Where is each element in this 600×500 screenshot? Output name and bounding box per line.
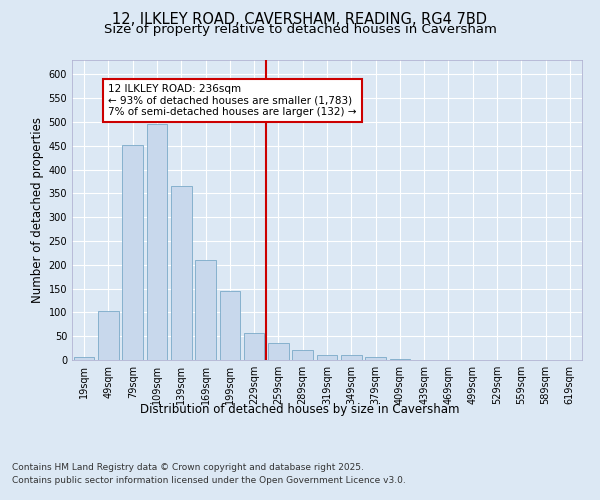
Bar	[292, 350, 313, 360]
Bar	[171, 186, 191, 360]
Text: Contains public sector information licensed under the Open Government Licence v3: Contains public sector information licen…	[12, 476, 406, 485]
Bar	[317, 355, 337, 360]
Text: Distribution of detached houses by size in Caversham: Distribution of detached houses by size …	[140, 402, 460, 415]
Bar	[220, 291, 240, 360]
Bar	[389, 359, 410, 360]
Text: 12, ILKLEY ROAD, CAVERSHAM, READING, RG4 7BD: 12, ILKLEY ROAD, CAVERSHAM, READING, RG4…	[113, 12, 487, 28]
Bar	[244, 333, 265, 360]
Bar	[122, 145, 143, 360]
Bar	[341, 355, 362, 360]
Bar	[195, 260, 216, 360]
Text: Size of property relative to detached houses in Caversham: Size of property relative to detached ho…	[104, 23, 496, 36]
Text: Contains HM Land Registry data © Crown copyright and database right 2025.: Contains HM Land Registry data © Crown c…	[12, 462, 364, 471]
Bar	[268, 344, 289, 360]
Bar	[98, 311, 119, 360]
Bar	[74, 357, 94, 360]
Bar	[146, 124, 167, 360]
Y-axis label: Number of detached properties: Number of detached properties	[31, 117, 44, 303]
Text: 12 ILKLEY ROAD: 236sqm
← 93% of detached houses are smaller (1,783)
7% of semi-d: 12 ILKLEY ROAD: 236sqm ← 93% of detached…	[109, 84, 357, 117]
Bar	[365, 357, 386, 360]
